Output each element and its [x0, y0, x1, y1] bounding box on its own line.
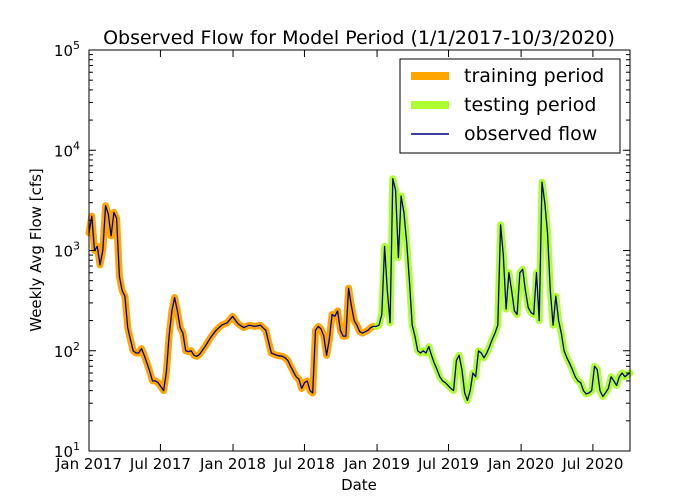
- ticks-layer: Jan 2017 Jul 2017 Jan 2018 Jul 2018 Jan 2019…: [54, 39, 630, 473]
- x-axis-label: Date: [341, 476, 377, 494]
- y-axis-label: Weekly Avg Flow [cfs]: [27, 168, 45, 332]
- series-observed-flow-line: [88, 178, 631, 402]
- legend-label-training: training period: [464, 65, 604, 87]
- y-tick-label: 104: [54, 139, 80, 160]
- x-tick-label: Jul 2019: [417, 455, 479, 473]
- x-tick-label: Jan 2019: [343, 455, 410, 473]
- y-tick-label: 103: [54, 240, 80, 261]
- legend: training period testing period observed …: [399, 58, 621, 154]
- x-tick-label: Jul 2020: [561, 455, 623, 473]
- x-tick-label: Jul 2017: [129, 455, 191, 473]
- chart-title: Observed Flow for Model Period (1/1/2017…: [103, 27, 615, 49]
- legend-label-observed: observed flow: [464, 123, 597, 145]
- y-tick-label: 101: [54, 440, 80, 461]
- legend-label-testing: testing period: [464, 94, 596, 116]
- x-tick-label: Jan 2018: [199, 455, 266, 473]
- series-layer: [85, 175, 634, 404]
- y-tick-label: 102: [54, 340, 80, 361]
- x-tick-label: Jan 2017: [55, 455, 122, 473]
- y-tick-label: 105: [54, 39, 80, 60]
- x-tick-label: Jul 2018: [273, 455, 335, 473]
- x-tick-label: Jan 2020: [487, 455, 554, 473]
